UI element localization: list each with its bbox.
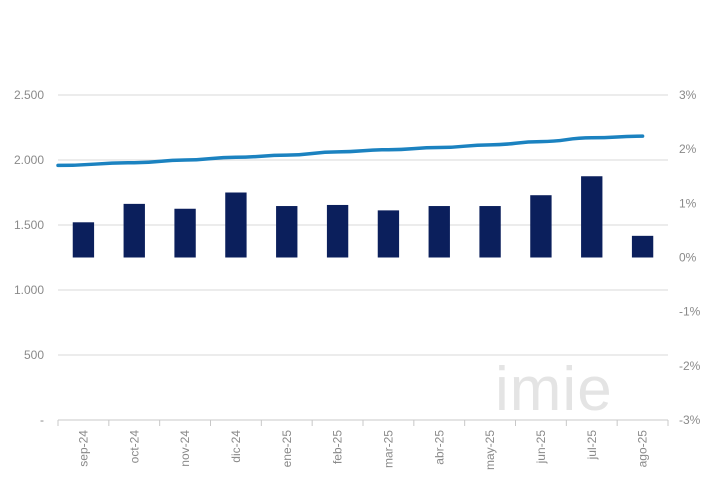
left-axis-tick-label: 1.500 [14, 218, 44, 232]
bar-feb-25 [326, 204, 349, 258]
left-axis-tick-label: - [40, 413, 44, 427]
right-axis-tick-label: -1% [679, 305, 701, 319]
right-axis: -3% -2% -1% 0% 1% 2% 3% [679, 88, 701, 427]
left-axis-tick-label: 500 [24, 348, 44, 362]
right-axis-tick-label: 3% [679, 88, 697, 102]
x-axis-label-ene-25: ene-25 [280, 430, 294, 468]
left-axis-tick-label: 1.000 [14, 283, 44, 297]
bar-jul-25 [581, 176, 603, 258]
x-axis-label-jun-25: jun-25 [534, 430, 548, 465]
x-axis-label-ago-25: ago-25 [636, 430, 650, 468]
x-axis-label-mar-25: mar-25 [381, 430, 395, 468]
bar-sep-24 [72, 222, 95, 258]
left-axis-tick-label: 2.500 [14, 88, 44, 102]
watermark-logo: imie [495, 355, 613, 424]
bar-ene-25 [276, 206, 298, 258]
right-axis-tick-label: -2% [679, 359, 701, 373]
bar-nov-24 [174, 208, 196, 258]
bar-abr-25 [428, 206, 450, 258]
bar-series [72, 176, 654, 258]
left-axis-tick-label: 2.000 [14, 153, 44, 167]
line-series-path [56, 134, 645, 168]
x-axis-label-nov-24: nov-24 [178, 430, 192, 467]
left-axis: - 500 1.000 1.500 2.000 2.500 [14, 88, 44, 427]
bar-jun-25 [530, 195, 552, 258]
right-axis-tick-label: -3% [679, 413, 701, 427]
line-series [56, 134, 645, 168]
bar-ago-25 [631, 235, 654, 258]
x-axis-label-may-25: may-25 [483, 430, 497, 470]
right-axis-tick-label: 2% [679, 142, 697, 156]
bar-mar-25 [377, 210, 400, 258]
x-axis-label-sep-24: sep-24 [76, 430, 90, 467]
bar-dic-24 [225, 192, 247, 258]
bar-may-25 [479, 206, 501, 258]
x-axis-label-abr-25: abr-25 [432, 430, 446, 465]
x-axis-label-oct-24: oct-24 [127, 430, 141, 464]
right-axis-tick-label: 0% [679, 251, 697, 265]
x-axis-label-feb-25: feb-25 [331, 430, 345, 464]
x-axis-label-jul-25: jul-25 [585, 430, 599, 461]
x-axis-label-dic-24: dic-24 [229, 430, 243, 463]
x-axis: sep-24 oct-24 nov-24 dic-24 ene-25 feb-25 mar-… [57, 420, 669, 470]
right-axis-tick-label: 1% [679, 196, 697, 210]
bar-oct-24 [123, 203, 145, 258]
